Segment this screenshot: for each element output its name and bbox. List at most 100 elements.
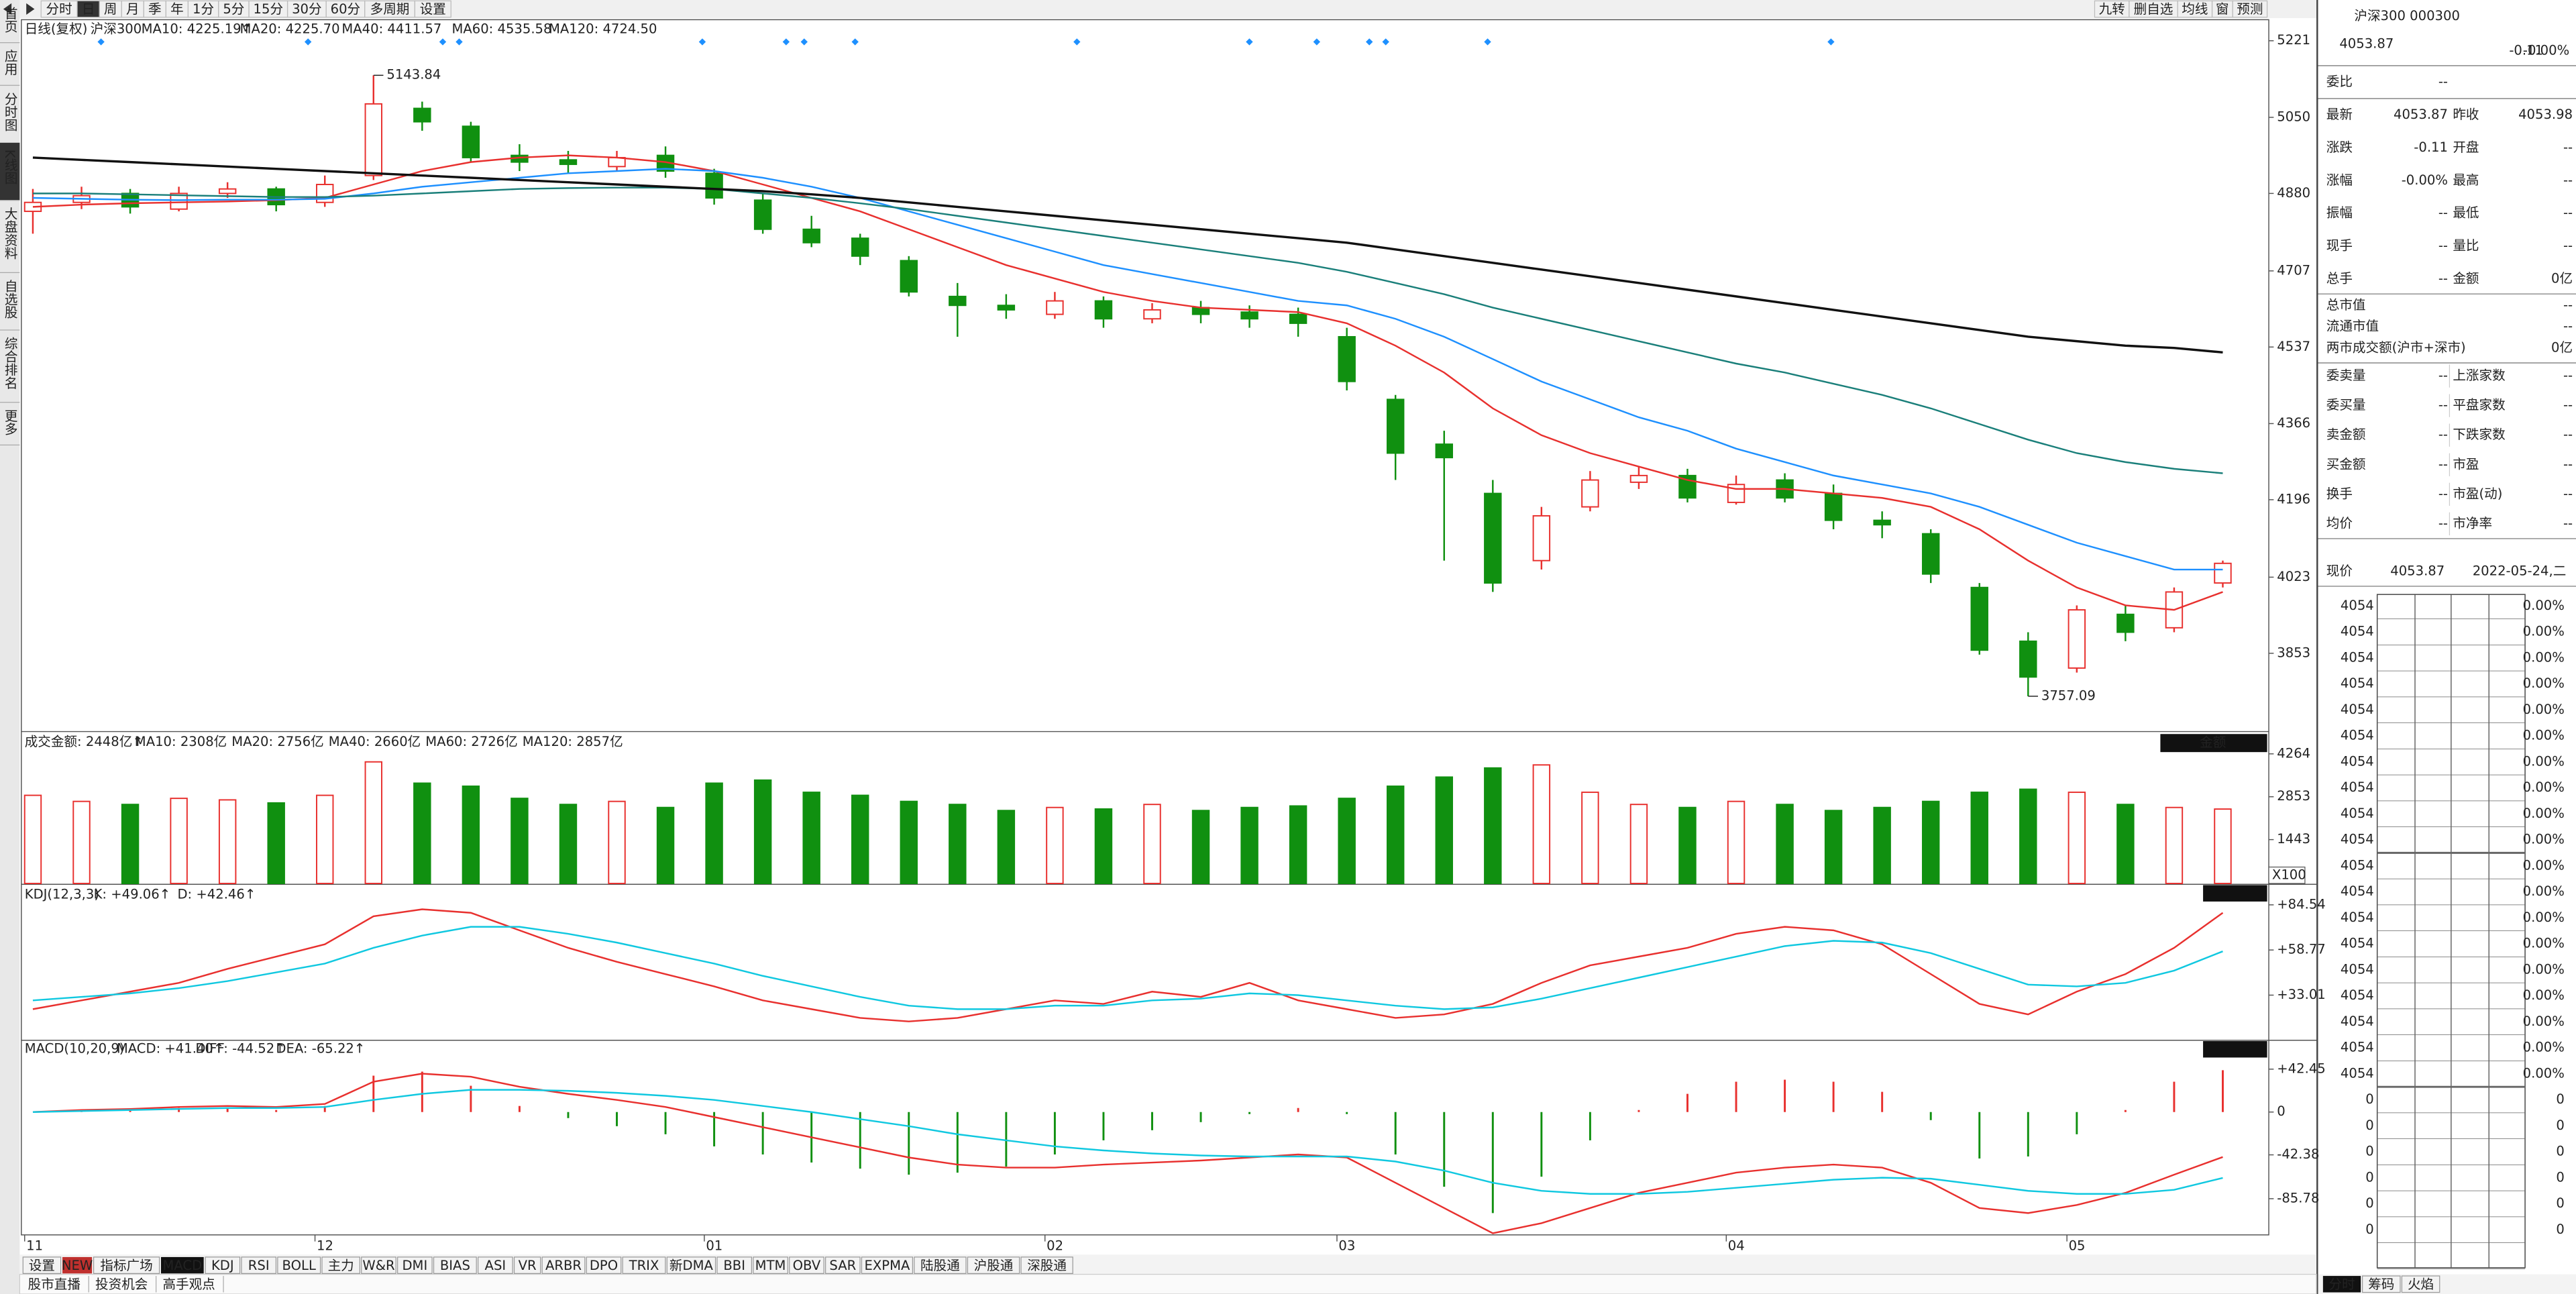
bottom-tab[interactable]: RSI (248, 1258, 270, 1273)
panel-header: MA120: 2857亿 (523, 734, 623, 749)
bottom-tab[interactable]: W&R (362, 1258, 395, 1273)
tab-frame (541, 1256, 586, 1275)
bottom-tab[interactable]: 设置 (29, 1258, 55, 1273)
panel-button[interactable] (2203, 1041, 2267, 1058)
ladder-pct: 0.00% (2523, 832, 2565, 847)
series-line (32, 908, 2224, 1022)
bottom-tab[interactable]: VR (519, 1258, 537, 1273)
toolbar-button[interactable]: 设置 (420, 1, 446, 17)
toolbar-button[interactable]: 周 (104, 1, 117, 17)
bottom-tab[interactable]: 新DMA (669, 1258, 714, 1273)
bottom-tab[interactable]: ASI (485, 1258, 506, 1273)
toolbar-button[interactable]: 预测 (2237, 1, 2263, 17)
right-bottom-tab[interactable]: 分时 (2328, 1277, 2355, 1292)
bottom-tab[interactable]: EXPMA (865, 1258, 910, 1273)
toolbar-button[interactable]: 日 (82, 1, 95, 17)
toolbar-button[interactable]: 年 (170, 1, 184, 17)
bottom-link[interactable]: 股市直播 (28, 1277, 81, 1292)
sidebar-tab[interactable]: 综合排名 (2, 337, 17, 389)
toolbar-button[interactable]: 分时 (46, 1, 72, 17)
bottom-tab[interactable]: DPO (590, 1258, 618, 1273)
amount-button[interactable]: 金额 (2200, 735, 2226, 750)
ladder-price: 4054 (2341, 1065, 2374, 1081)
toolbar-button[interactable]: 均线 (2182, 1, 2208, 17)
volume-bar (2165, 806, 2184, 884)
bottom-tab[interactable]: OBV (793, 1258, 821, 1273)
volume-bar (1240, 806, 1258, 884)
panel-header: MA40: 2660亿 (329, 734, 421, 749)
field-label: 委买量 (2326, 397, 2366, 413)
toolbar-button[interactable]: 删自选 (2134, 1, 2174, 17)
x-tick-label: 02 (1046, 1238, 1063, 1254)
toolbar-button[interactable]: 九转 (2099, 1, 2125, 17)
bottom-link[interactable]: 投资机会 (95, 1277, 148, 1292)
bottom-link[interactable]: 高手观点 (162, 1277, 215, 1292)
bottom-tab[interactable]: ARBR (545, 1258, 582, 1273)
field-label: 均价 (2326, 515, 2353, 531)
nav-arrow[interactable] (3, 3, 12, 15)
nav-arrow[interactable] (26, 3, 35, 15)
toolbar-button[interactable]: 1分 (193, 1, 214, 17)
volume-bar (2068, 792, 2086, 884)
toolbar-button[interactable]: 30分 (292, 1, 322, 17)
right-bottom-tab[interactable]: 筹码 (2368, 1277, 2394, 1292)
volume-bar (121, 804, 140, 884)
field-value: -- (2563, 140, 2573, 155)
panel-button[interactable] (2203, 885, 2267, 902)
right-bottom-tab[interactable]: 火焰 (2408, 1277, 2434, 1292)
bottom-tab[interactable]: SAR (829, 1258, 856, 1273)
sidebar-tab[interactable]: 自选股 (2, 279, 17, 319)
sidebar-tab[interactable]: 更多 (2, 409, 17, 435)
panel-header: MA10: 4225.19↑ (142, 21, 252, 37)
y-tick-label: 0 (2277, 1103, 2285, 1119)
bottom-tab[interactable]: KDJ (211, 1258, 234, 1273)
bottom-tab[interactable]: 陆股通 (920, 1258, 960, 1273)
last-price: 4053.87 (2339, 36, 2394, 52)
bottom-tab[interactable]: 指标广场 (100, 1258, 152, 1273)
bottom-tab[interactable]: BBI (723, 1258, 745, 1273)
field-value: -- (2438, 271, 2448, 286)
field-value: -- (2438, 515, 2448, 531)
ladder-pct: 0.00% (2523, 883, 2565, 899)
series-line (32, 1073, 2223, 1234)
bottom-tab[interactable]: DMI (402, 1258, 427, 1273)
ladder-price: 4054 (2341, 883, 2374, 899)
bottom-tab[interactable]: TRIX (629, 1258, 659, 1273)
toolbar-button[interactable]: 季 (148, 1, 162, 17)
bottom-tab[interactable]: 沪股通 (974, 1258, 1014, 1273)
bottom-tab[interactable]: 主力 (328, 1258, 354, 1273)
ladder-price: 4054 (2341, 987, 2374, 1003)
candle-body (462, 125, 480, 158)
volume-bar (1435, 776, 1453, 884)
toolbar-button[interactable]: 月 (126, 1, 140, 17)
tab-frame (361, 1256, 396, 1275)
volume-bar (1046, 806, 1064, 884)
ladder-zero: 0 (2365, 1091, 2373, 1107)
candle-body (1532, 515, 1551, 561)
bottom-tab[interactable]: BIAS (440, 1258, 470, 1273)
toolbar-button[interactable]: 60分 (331, 1, 361, 17)
bottom-tab[interactable]: MTM (755, 1258, 786, 1273)
bottom-tab[interactable]: MACD (162, 1258, 202, 1273)
toolbar-button[interactable]: 5分 (223, 1, 244, 17)
toolbar-button[interactable]: 15分 (254, 1, 284, 17)
field-value: -- (2563, 297, 2573, 313)
bottom-tab[interactable]: BOLL (282, 1258, 316, 1273)
field-value: -- (2438, 397, 2448, 413)
volume-bar (1386, 786, 1405, 884)
toolbar-button[interactable]: 窗 (2216, 1, 2229, 17)
ladder-price: 4054 (2341, 728, 2374, 743)
sidebar-tab[interactable]: 首页 (2, 7, 17, 33)
sidebar-tab[interactable]: K线图 (2, 150, 17, 184)
event-marker[interactable] (97, 38, 105, 46)
candle-body (2214, 562, 2232, 584)
volume-bar (1970, 792, 1988, 884)
bottom-tab[interactable]: 深股通 (1027, 1258, 1067, 1273)
sidebar-tab[interactable]: 分时图 (2, 92, 17, 131)
candle-body (413, 107, 431, 123)
bottom-tab[interactable]: NEW (62, 1258, 93, 1273)
sidebar-tab[interactable]: 大盘资料 (2, 207, 17, 259)
sidebar-tab[interactable]: 应用 (2, 49, 17, 75)
toolbar-button[interactable]: 多周期 (370, 1, 410, 17)
